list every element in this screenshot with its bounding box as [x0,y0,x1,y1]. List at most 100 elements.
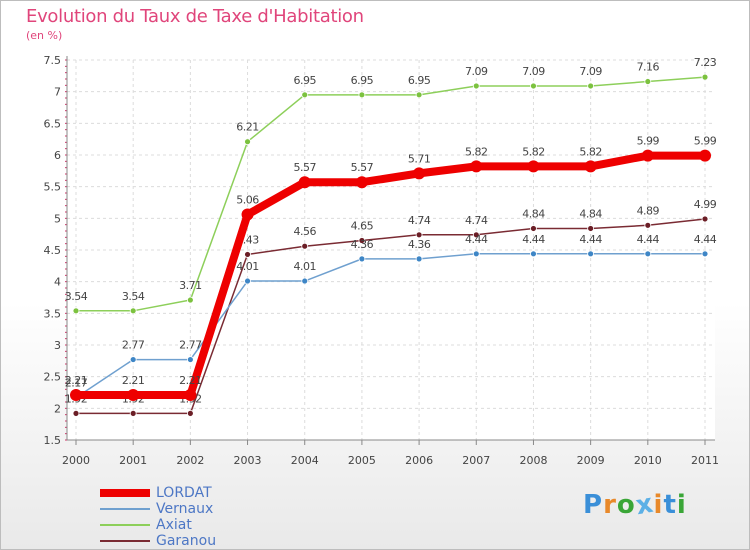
x-tick-label: 2003 [234,454,262,467]
data-point-vernaux [301,277,309,285]
data-point-lordat [184,389,197,402]
legend-item-lordat: LORDAT [100,485,216,501]
y-tick-label: 5.5 [44,181,62,194]
data-label-lordat: 2.21 [65,374,88,387]
data-label-axiat: 3.71 [179,279,202,292]
data-label-lordat: 5.82 [465,145,488,158]
data-point-vernaux [358,255,366,263]
y-tick-label: 1.5 [44,434,62,447]
data-point-lordat [413,167,426,180]
x-tick-label: 2006 [405,454,433,467]
y-tick-label: 2.5 [44,371,62,384]
data-point-lordat [527,160,540,173]
y-tick-label: 7 [54,86,61,99]
series-line-vernaux [75,253,706,399]
x-tick-label: 2001 [119,454,147,467]
data-point-vernaux [129,356,137,363]
data-point-garanou [72,409,80,417]
x-tick-label: 2007 [462,454,490,467]
data-point-axiat [301,91,309,99]
data-label-axiat: 7.09 [522,65,545,78]
x-tick-label: 2008 [519,454,547,467]
data-label-vernaux: 4.01 [293,260,316,273]
data-point-garanou [415,231,423,239]
data-point-axiat [472,82,480,90]
data-point-vernaux [644,250,652,258]
x-tick-label: 2010 [634,454,662,467]
chart-legend: LORDAT Vernaux Axiat Garanou [100,485,216,549]
data-point-vernaux [472,250,480,258]
data-label-axiat: 7.09 [465,65,488,78]
data-label-lordat: 5.82 [579,145,602,158]
data-label-axiat: 3.54 [122,290,145,303]
legend-swatch [100,540,150,542]
data-label-axiat: 7.09 [579,65,602,78]
data-point-garanou [701,215,709,223]
data-label-garanou: 4.89 [637,204,660,217]
x-tick-label: 2000 [62,454,90,467]
x-tick-label: 2009 [577,454,605,467]
data-point-axiat [358,91,366,99]
data-point-garanou [244,251,251,258]
data-label-axiat: 3.54 [65,290,88,303]
series-line-garanou [75,218,706,415]
data-point-lordat [127,389,140,402]
data-point-garanou [644,221,652,229]
data-label-axiat: 7.16 [637,61,660,74]
chart-subtitle: (en %) [26,29,63,42]
x-tick-label: 2002 [176,454,204,467]
legend-item-vernaux: Vernaux [100,501,216,517]
data-label-vernaux: 4.36 [351,238,374,251]
y-tick-label: 2 [54,402,61,415]
y-tick-label: 4 [54,276,61,289]
data-label-axiat: 6.95 [293,74,316,87]
y-tick-label: 6 [54,149,61,162]
legend-swatch [100,524,150,526]
data-point-axiat [129,307,137,315]
y-tick-label: 4.5 [44,244,62,257]
data-point-vernaux [244,277,251,285]
legend-label: LORDAT [156,484,212,501]
data-point-garanou [530,225,537,232]
data-point-axiat [644,78,652,85]
legend-swatch [100,508,150,510]
y-tick-label: 5 [54,212,61,225]
data-point-vernaux [415,255,423,263]
data-point-lordat [641,149,654,162]
data-point-lordat [584,160,597,173]
data-label-lordat: 5.57 [351,161,374,174]
data-label-lordat: 5.06 [236,194,259,207]
data-point-lordat [241,208,254,221]
data-label-vernaux: 4.44 [465,233,488,246]
data-point-axiat [530,82,537,90]
y-tick-label: 6.5 [44,117,62,130]
data-label-lordat: 5.82 [522,145,545,158]
data-label-vernaux: 4.44 [579,233,602,246]
data-label-vernaux: 2.17 [65,377,88,390]
data-point-lordat [470,160,483,173]
legend-label: Axiat [156,516,192,533]
data-point-vernaux [530,250,537,258]
data-label-vernaux: 2.77 [122,339,145,352]
data-point-axiat [72,307,80,315]
legend-item-garanou: Garanou [100,533,216,549]
y-tick-label: 3 [54,339,61,352]
data-label-vernaux: 4.44 [694,233,717,246]
data-point-garanou [587,225,595,232]
data-point-lordat [355,176,368,189]
data-label-lordat: 5.99 [637,135,660,148]
legend-label: Garanou [156,532,217,549]
data-label-lordat: 5.71 [408,152,431,165]
series-line-axiat [75,76,706,312]
data-point-axiat [415,91,423,99]
data-label-vernaux: 4.01 [236,260,259,273]
x-tick-label: 2004 [291,454,319,467]
data-point-garanou [472,231,480,239]
data-point-axiat [701,73,709,81]
data-label-garanou: 4.74 [465,214,488,227]
data-label-vernaux: 4.44 [522,233,545,246]
legend-item-axiat: Axiat [100,517,216,533]
data-label-axiat: 6.95 [408,74,431,87]
x-tick-label: 2005 [348,454,376,467]
legend-label: Vernaux [156,500,214,517]
